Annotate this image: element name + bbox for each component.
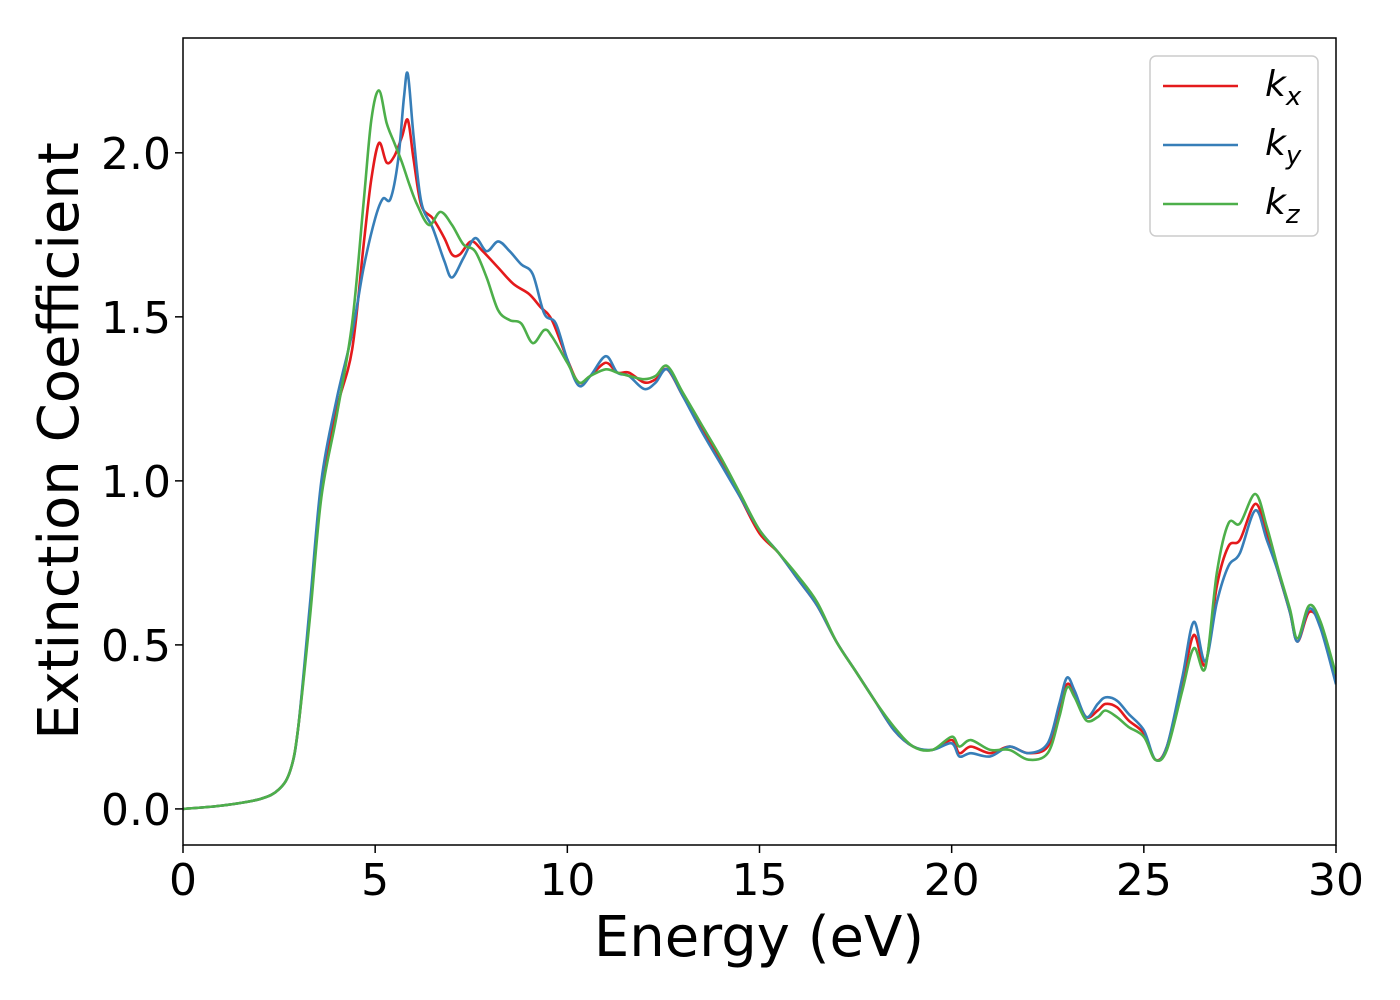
series-layer: [183, 71, 1336, 811]
y-tick-label: 1.5: [101, 293, 171, 344]
x-axis: 0 5 10 15 20 25 30: [169, 845, 1364, 906]
y-tick-label: 0.0: [101, 785, 171, 836]
legend-entry-k-y: ky: [1163, 123, 1302, 171]
x-tick-label: 15: [732, 855, 788, 906]
y-axis: 0.0 0.5 1.0 1.5 2.0: [101, 129, 183, 836]
x-tick-label: 20: [924, 855, 980, 906]
x-tick-label: 0: [169, 855, 197, 906]
legend-entry-k-x: kx: [1163, 64, 1302, 112]
y-tick-label: 0.5: [101, 621, 171, 672]
legend-label: ky: [1265, 123, 1302, 171]
legend-label: kx: [1265, 64, 1302, 112]
x-tick-label: 10: [539, 855, 595, 906]
legend-entry-k-z: kz: [1163, 182, 1301, 230]
x-tick-label: 30: [1308, 855, 1364, 906]
x-tick-label: 5: [361, 855, 389, 906]
legend-label: kz: [1265, 182, 1301, 230]
y-tick-label: 1.0: [101, 457, 171, 508]
series-line-k-z: [183, 89, 1336, 811]
legend: kx ky kz: [1149, 55, 1319, 237]
x-axis-label: Energy (eV): [594, 905, 924, 970]
y-axis-label: Extinction Coefficient: [27, 142, 92, 740]
y-tick-label: 2.0: [101, 129, 171, 180]
x-tick-label: 25: [1116, 855, 1172, 906]
